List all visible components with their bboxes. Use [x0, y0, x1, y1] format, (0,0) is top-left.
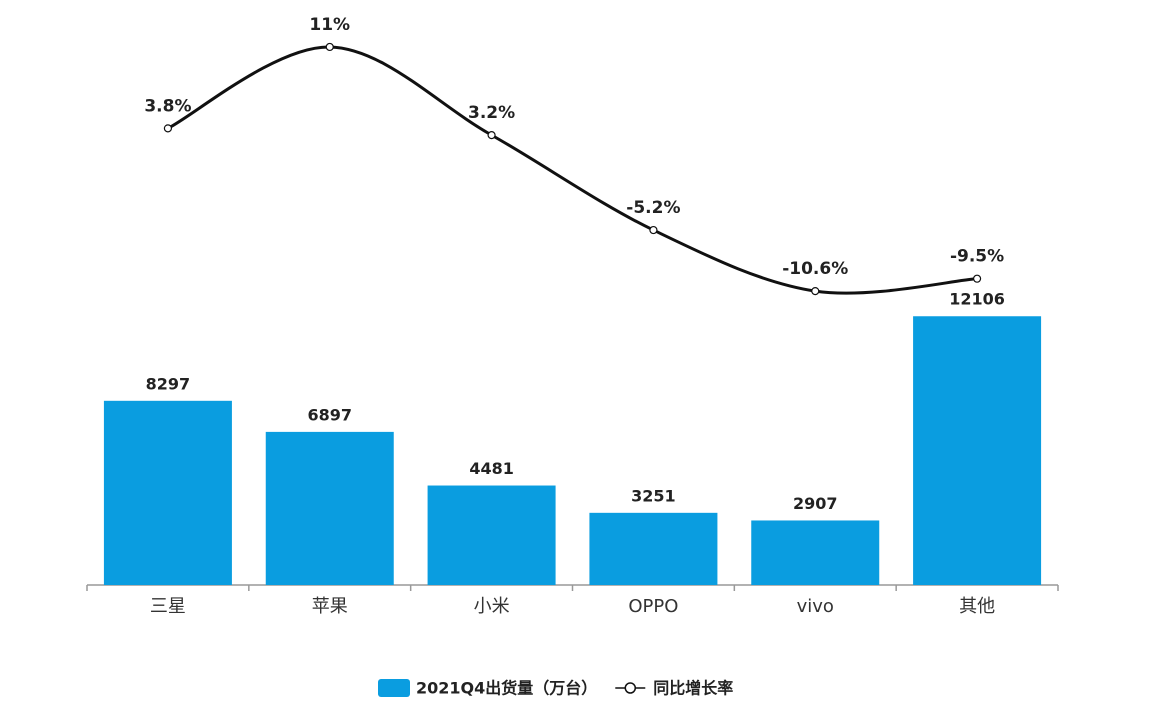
- data-label: 12106: [949, 290, 1005, 309]
- bar: [265, 431, 394, 585]
- legend-swatch: [378, 679, 410, 697]
- line-marker: [649, 225, 658, 235]
- data-label: 3.8%: [144, 96, 191, 116]
- line-marker: [325, 42, 334, 52]
- data-label: -9.5%: [950, 247, 1004, 267]
- x-tick-label: OPPO: [628, 596, 678, 617]
- x-tick-label: 苹果: [312, 596, 348, 617]
- line-marker: [487, 131, 496, 140]
- data-label: 4481: [469, 459, 514, 478]
- line-marker: [163, 124, 173, 133]
- legend-label: 同比增长率: [653, 679, 733, 698]
- bar: [103, 400, 232, 585]
- x-tick-label: 小米: [474, 596, 510, 617]
- line-marker: [972, 274, 982, 283]
- bar: [589, 512, 718, 585]
- x-tick-label: 三星: [150, 596, 186, 617]
- x-tick-label: 其他: [959, 596, 995, 617]
- legend-swatch: [624, 682, 637, 694]
- bar: [751, 520, 880, 585]
- x-tick-label: vivo: [797, 596, 834, 617]
- data-label: -10.6%: [782, 259, 848, 279]
- line: [167, 45, 978, 295]
- line-marker: [811, 287, 820, 296]
- data-label: 3.2%: [468, 103, 515, 123]
- bar: [427, 485, 556, 585]
- bar: [913, 316, 1042, 585]
- data-label: -5.2%: [626, 198, 680, 218]
- legend-label: 2021Q4出货量（万台）: [416, 679, 597, 698]
- data-label: 6897: [307, 405, 352, 424]
- data-label: 3251: [631, 486, 676, 505]
- data-label: 2907: [793, 494, 838, 513]
- data-label: 11%: [309, 15, 350, 35]
- data-label: 8297: [146, 374, 191, 393]
